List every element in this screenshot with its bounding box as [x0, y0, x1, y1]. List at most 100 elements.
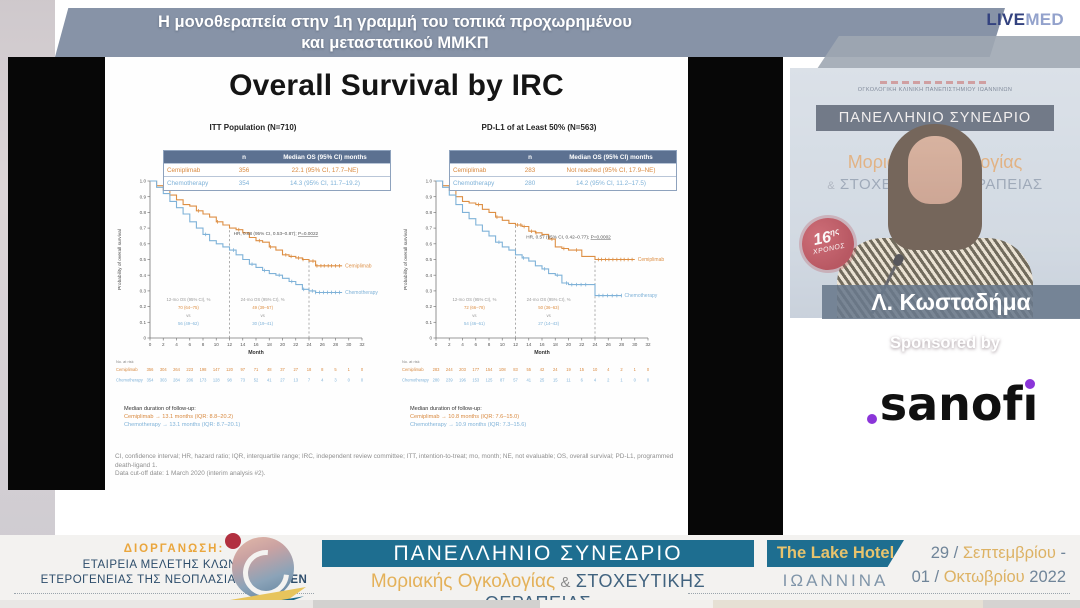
badge-word: ΧΡΟΝΟΣ [812, 242, 846, 257]
svg-text:Month: Month [534, 350, 550, 356]
svg-text:244: 244 [446, 367, 454, 372]
sanofi-logo: sanofı [866, 377, 1038, 431]
svg-text:HR, 0.68 (95% CI, 0.53–0.87);: HR, 0.68 (95% CI, 0.53–0.87); P=0.0022 [234, 231, 319, 236]
os-table-pdl1: n Median OS (95% CI) months Cemiplimab 283 N… [449, 150, 677, 191]
followup-label: Median duration of follow-up: [410, 406, 482, 412]
svg-text:27 (14–43): 27 (14–43) [538, 321, 559, 326]
svg-text:Chemotherapy: Chemotherapy [402, 378, 430, 383]
livemed-logo-med: MED [1025, 10, 1064, 29]
svg-text:Cemiplimab: Cemiplimab [345, 263, 372, 269]
followup-line: Chemotherapy → 10.9 months (IQR: 7.3–15.… [410, 422, 527, 428]
svg-text:0.3: 0.3 [140, 289, 147, 294]
svg-text:12: 12 [227, 342, 233, 347]
svg-text:0.9: 0.9 [140, 194, 147, 199]
svg-text:280: 280 [433, 378, 441, 383]
os-table-row: Cemiplimab 356 22.1 (95% CI, 17.7–NE) [164, 163, 390, 176]
svg-text:356: 356 [147, 367, 155, 372]
svg-text:0.8: 0.8 [140, 210, 147, 215]
os-table-header: n Median OS (95% CI) months [164, 151, 390, 164]
sponsored-by-label: Sponsored by [889, 334, 1000, 352]
svg-text:0: 0 [647, 378, 650, 383]
svg-text:108: 108 [499, 367, 507, 372]
svg-text:18: 18 [307, 367, 312, 372]
svg-text:12-mo OS (95% CI), %: 12-mo OS (95% CI), % [452, 297, 496, 302]
footer-bar: ΔΙΟΡΓΑΝΩΣΗ: ΕΤΑΙΡΕΙΑ ΜΕΛΕΤΗΣ ΚΛΩΝΙΚΗΣ ΕΤ… [0, 533, 1080, 608]
congress-logo [218, 533, 306, 608]
svg-text:8: 8 [321, 367, 324, 372]
svg-text:264: 264 [173, 367, 181, 372]
webinar-title-line2: και μεταστατικού ΜΜΚΠ [301, 34, 489, 52]
svg-text:128: 128 [213, 378, 221, 383]
os-table-itt: n Median OS (95% CI) months Cemiplimab 356 2… [163, 150, 391, 191]
svg-text:42: 42 [540, 367, 545, 372]
video-top-wedge [815, 36, 1080, 72]
svg-text:177: 177 [472, 367, 480, 372]
svg-text:52: 52 [254, 378, 259, 383]
svg-text:0.5: 0.5 [426, 257, 433, 262]
svg-text:24-mo OS (95% CI), %: 24-mo OS (95% CI), % [527, 297, 571, 302]
svg-text:vs: vs [260, 313, 264, 318]
congress-subtitle-orange: Μοριακής Ογκολογίας [370, 571, 556, 592]
followup-itt: Median duration of follow-up: Cemiplimab … [124, 405, 240, 429]
congress-logo-badge [225, 533, 241, 549]
followup-line: Chemotherapy → 13.1 months (IQR: 8.7–20.… [124, 422, 241, 428]
svg-text:0: 0 [429, 336, 432, 341]
svg-text:10: 10 [214, 342, 220, 347]
svg-text:37: 37 [280, 367, 285, 372]
svg-text:98: 98 [227, 378, 232, 383]
svg-text:6: 6 [188, 342, 191, 347]
svg-text:223: 223 [186, 367, 194, 372]
followup-label: Median duration of follow-up: [124, 406, 196, 412]
svg-text:0.7: 0.7 [426, 226, 433, 231]
microphone-head-icon [891, 252, 906, 268]
svg-text:28: 28 [619, 342, 625, 347]
svg-text:0.1: 0.1 [140, 320, 147, 325]
svg-text:vs: vs [472, 313, 476, 318]
bottom-edge-strip [0, 600, 1080, 608]
svg-text:14: 14 [240, 342, 246, 347]
poster-subtitle-blue: & ΣΤΟΧΕΥΤΙΚΗΣ ΘΕΡΑΠΕΙΑΣ [790, 176, 1080, 193]
venue-block: The Lake Hotel ΙΩΑΝΝΙΝΑ [767, 540, 904, 591]
organizer-divider [14, 593, 314, 594]
svg-text:1.0: 1.0 [426, 179, 433, 184]
svg-text:25: 25 [540, 378, 545, 383]
webinar-title-line1: Η μονοθεραπεία στην 1η γραμμή του τοπικά… [158, 13, 632, 31]
svg-text:Chemotherapy: Chemotherapy [345, 290, 378, 296]
svg-text:54 (46–61): 54 (46–61) [464, 321, 485, 326]
svg-text:1: 1 [620, 378, 623, 383]
svg-text:206: 206 [186, 378, 194, 383]
svg-text:0: 0 [647, 367, 650, 372]
svg-text:11: 11 [566, 378, 571, 383]
os-table-row: Cemiplimab 283 Not reached (95% CI, 17.9–N… [450, 163, 676, 176]
svg-text:4: 4 [607, 367, 610, 372]
venue-city: ΙΩΑΝΝΙΝΑ [782, 571, 889, 590]
km-chart-itt: 00.10.20.30.40.50.60.70.80.91.00 2 4 6 8 10 12… [116, 179, 378, 383]
congress-title-block: ΠΑΝΕΛΛΗΝΙΟ ΣΥΝΕΔΡΙΟ Μοριακής Ογκολογίας … [322, 540, 754, 608]
svg-text:5: 5 [334, 367, 337, 372]
svg-text:0: 0 [634, 378, 637, 383]
footnote-abbreviations: CI, confidence interval; HR, hazard rati… [115, 453, 674, 469]
svg-text:0.3: 0.3 [426, 289, 433, 294]
slide-footnote: CI, confidence interval; HR, hazard rati… [115, 453, 677, 479]
followup-pdl1: Median duration of follow-up: Cemiplimab … [410, 405, 526, 429]
svg-text:30: 30 [346, 342, 352, 347]
date-line2: 01 / Οκτωβρίου 2022 [911, 568, 1066, 586]
svg-text:Cemiplimab: Cemiplimab [638, 257, 665, 263]
svg-text:203: 203 [459, 367, 467, 372]
svg-text:41: 41 [526, 378, 531, 383]
svg-text:Chemotherapy: Chemotherapy [116, 378, 144, 383]
os-table-header: n Median OS (95% CI) months [450, 151, 676, 164]
svg-text:HR, 0.57 (95% CI, 0.42–0.77);: HR, 0.57 (95% CI, 0.42–0.77); P=0.0002 [526, 234, 611, 239]
stage-black-right [688, 57, 783, 535]
os-table-row: Chemotherapy 280 14.2 (95% CI, 11.2–17.5) [450, 176, 676, 189]
svg-text:Probability of overall surviva: Probability of overall survival [403, 229, 409, 290]
svg-text:22: 22 [579, 342, 585, 347]
svg-text:30 (19–41): 30 (19–41) [252, 321, 273, 326]
svg-text:30: 30 [632, 342, 638, 347]
organizer-label: ΔΙΟΡΓΑΝΩΣΗ: [123, 543, 225, 555]
panel-subtitle-itt: ITT Population (N=710) [209, 123, 297, 132]
slide-title: Overall Survival by IRC [229, 69, 564, 102]
svg-text:97: 97 [240, 367, 245, 372]
webinar-title: Η μονοθεραπεία στην 1η γραμμή του τοπικά… [75, 12, 715, 54]
